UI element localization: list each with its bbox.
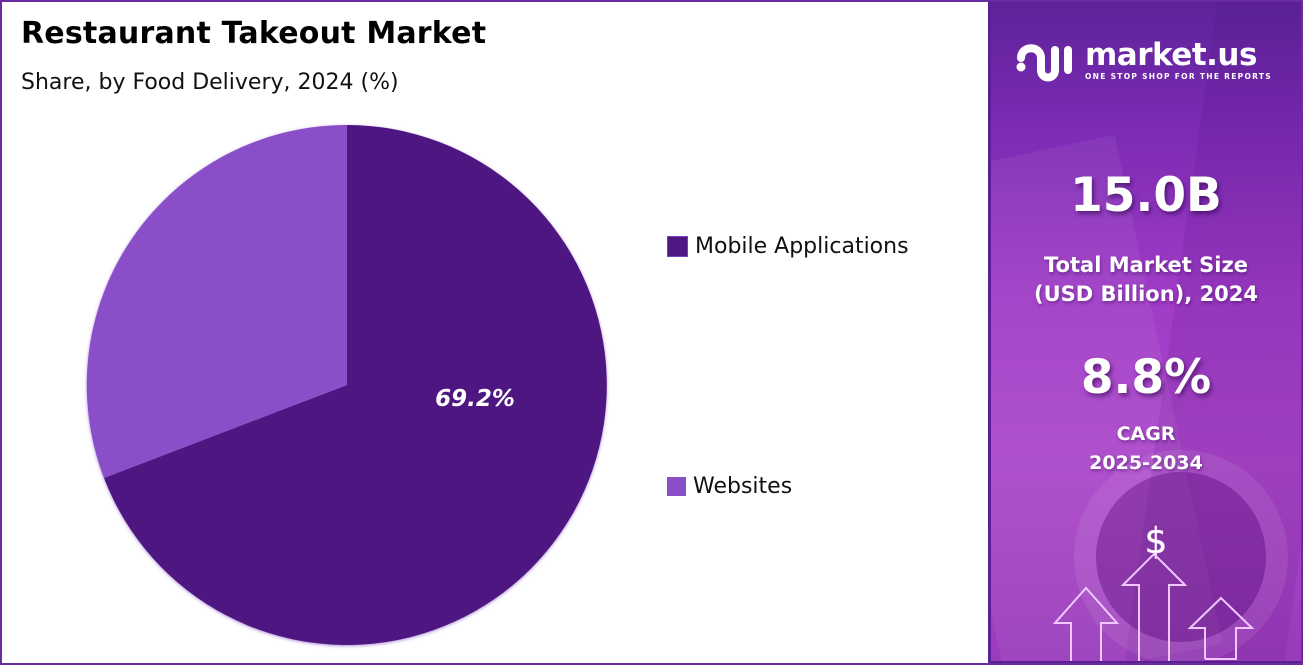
cagr-label-line1: CAGR <box>1116 423 1176 445</box>
legend-label: Websites <box>693 474 793 499</box>
market-size-value: 15.0B <box>1070 168 1222 223</box>
brand-tagline: ONE STOP SHOP FOR THE REPORTS <box>1085 72 1272 81</box>
pie-slice-mobile-applications[interactable] <box>104 125 607 645</box>
pie-chart: 69.2% <box>86 124 607 645</box>
cagr-value: 8.8% <box>1080 350 1212 405</box>
legend-swatch-icon <box>667 236 688 257</box>
cagr-label-line2: 2025-2034 <box>1089 452 1203 474</box>
chart-area: Restaurant Takeout Market Share, by Food… <box>2 2 987 663</box>
pie-slice-websites[interactable] <box>86 124 347 478</box>
legend-item-mobile-applications[interactable]: Mobile Applications <box>667 234 909 259</box>
summary-panel: market.us ONE STOP SHOP FOR THE REPORTS … <box>988 2 1301 663</box>
growth-arrows-icon: $ <box>1052 521 1255 661</box>
market-us-logo-icon <box>1016 44 1072 82</box>
pie-label-mobile-applications: 69.2% <box>435 386 515 412</box>
chart-subtitle: Share, by Food Delivery, 2024 (%) <box>21 70 399 95</box>
market-size-label-line1: Total Market Size <box>1044 253 1248 277</box>
brand-name: market.us <box>1085 37 1257 73</box>
brand-logo: market.us ONE STOP SHOP FOR THE REPORTS <box>1015 36 1272 84</box>
dollar-icon: $ <box>1145 521 1168 562</box>
chart-title: Restaurant Takeout Market <box>21 16 487 51</box>
market-size-label-line2: (USD Billion), 2024 <box>1033 282 1259 306</box>
legend-swatch-icon <box>667 477 686 496</box>
legend-item-websites[interactable]: Websites <box>667 474 792 499</box>
legend-label: Mobile Applications <box>695 234 909 259</box>
